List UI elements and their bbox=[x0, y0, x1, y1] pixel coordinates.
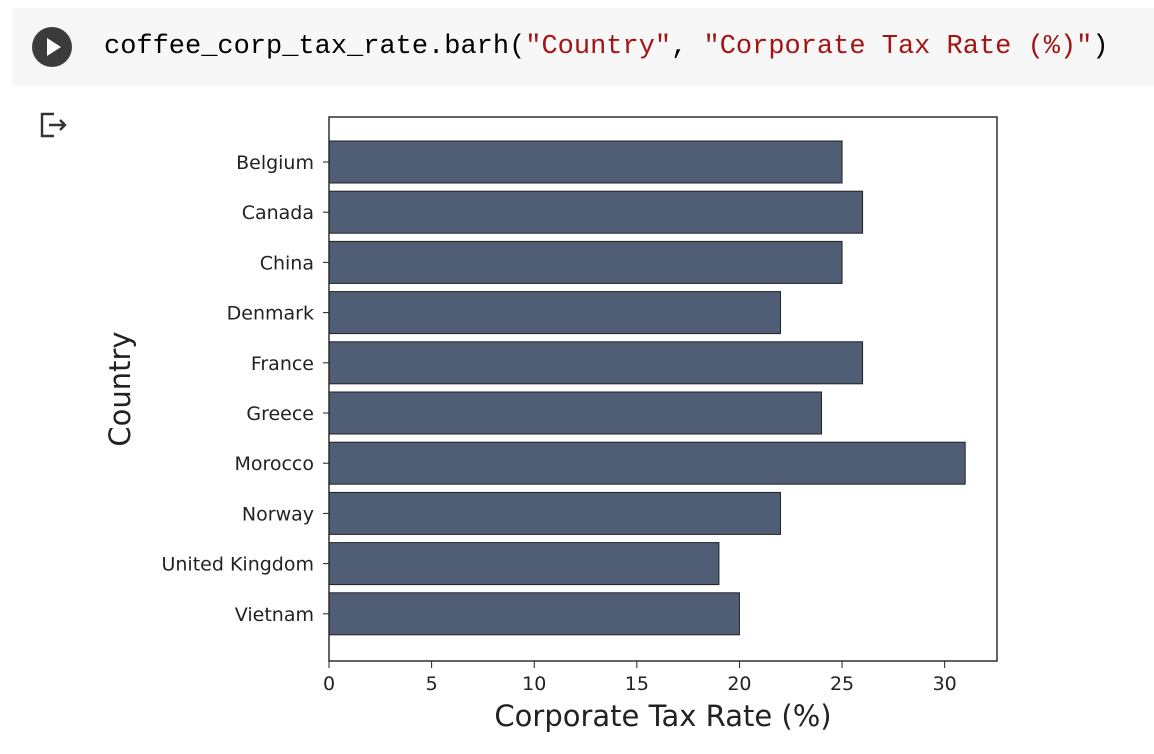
bar-morocco bbox=[328, 441, 966, 485]
x-tick-label: 5 bbox=[426, 673, 438, 695]
bar-norway bbox=[328, 491, 781, 535]
x-tick-label: 15 bbox=[625, 673, 649, 695]
bar-belgium bbox=[328, 140, 843, 184]
bar-vietnam bbox=[328, 592, 740, 636]
x-tick-label: 20 bbox=[727, 673, 751, 695]
bar-united-kingdom bbox=[328, 542, 720, 586]
run-cell-button[interactable] bbox=[32, 27, 72, 67]
y-tick-label: France bbox=[251, 353, 314, 375]
x-axis-label: Corporate Tax Rate (%) bbox=[494, 699, 831, 733]
y-tick-label: Belgium bbox=[236, 152, 314, 174]
y-tick-label: Norway bbox=[242, 503, 314, 525]
y-tick-label: United Kingdom bbox=[161, 554, 314, 576]
code-arg-country: "Country" bbox=[525, 32, 672, 62]
bar-chart: Belgium Canada China Denmark France Greece Mor… bbox=[103, 116, 998, 733]
y-tick-label: Canada bbox=[242, 202, 314, 224]
x-tick-label: 25 bbox=[830, 673, 854, 695]
x-tick-label: 30 bbox=[933, 673, 957, 695]
output-redirect-icon bbox=[40, 112, 67, 138]
code-line[interactable]: coffee_corp_tax_rate.barh("Country", "Co… bbox=[104, 30, 1109, 64]
code-cell[interactable]: coffee_corp_tax_rate.barh("Country", "Co… bbox=[12, 8, 1154, 86]
bar-china bbox=[328, 240, 843, 284]
y-tick-label: Denmark bbox=[227, 303, 314, 325]
code-separator: , bbox=[671, 32, 704, 62]
code-prefix: coffee_corp_tax_rate.barh( bbox=[104, 32, 526, 62]
code-arg-tax-rate: "Corporate Tax Rate (%)" bbox=[703, 32, 1093, 62]
plot-frame bbox=[328, 116, 998, 662]
code-suffix: ) bbox=[1092, 32, 1109, 62]
y-tick-label: Greece bbox=[246, 403, 314, 425]
bar-canada bbox=[328, 190, 864, 234]
y-tick-label: Vietnam bbox=[235, 604, 314, 626]
y-axis-label: Country bbox=[103, 331, 137, 446]
bar-greece bbox=[328, 391, 823, 435]
y-tick-label: China bbox=[260, 252, 314, 274]
x-tick-label: 10 bbox=[522, 673, 546, 695]
bar-denmark bbox=[328, 291, 781, 335]
play-icon bbox=[47, 38, 61, 56]
bar-france bbox=[328, 341, 864, 385]
y-tick-label: Morocco bbox=[234, 453, 314, 475]
x-tick-label: 0 bbox=[323, 673, 335, 695]
